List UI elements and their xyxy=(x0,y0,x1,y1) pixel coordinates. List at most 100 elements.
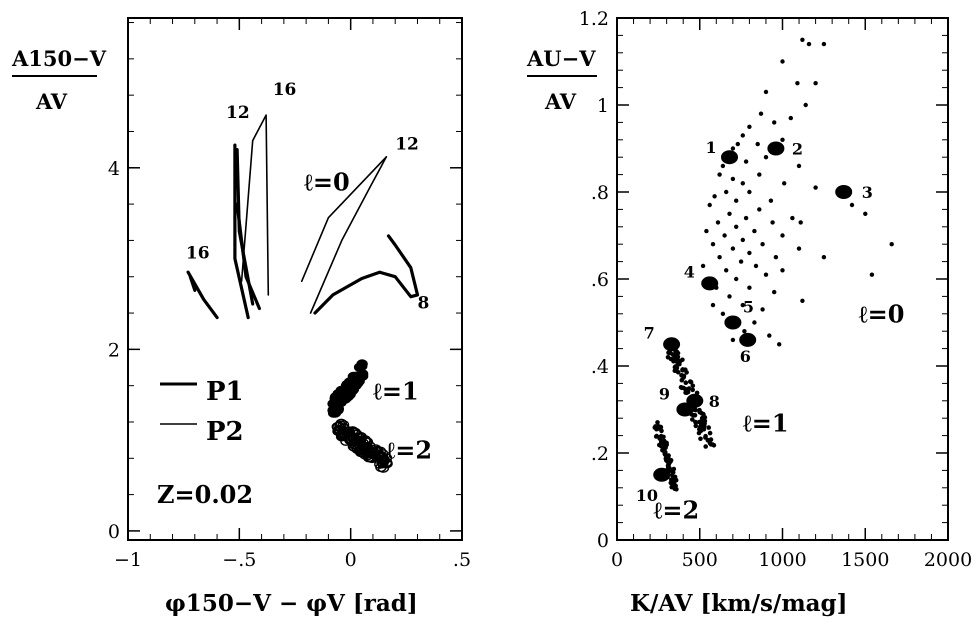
star-id-label: 6 xyxy=(740,347,751,366)
x-tick-label: 1500 xyxy=(841,549,889,571)
right-xlabel: K/AV [km/s/mag] xyxy=(630,590,848,617)
mode-label: ℓ=2 xyxy=(652,495,699,524)
labeled-star-point xyxy=(835,185,853,199)
cluster-mode-2-point xyxy=(360,437,373,447)
legend-p2-label: P2 xyxy=(206,417,244,447)
star-id-label: 1 xyxy=(706,138,717,157)
y-tick-label: 1 xyxy=(597,95,609,117)
small-star-point xyxy=(813,185,818,190)
small-star-point xyxy=(849,202,855,208)
left-text-labels: 16 12 16 12 8 ℓ=0 ℓ=1 ℓ=2 xyxy=(186,80,432,464)
cluster-mode-1-point xyxy=(683,380,689,386)
cluster-mode-2-point xyxy=(366,445,378,455)
mode-label: ℓ=1 xyxy=(742,408,789,437)
cluster-mode-1-point xyxy=(703,444,708,449)
star-id-label: 2 xyxy=(792,140,803,159)
small-star-point xyxy=(790,215,795,221)
cluster-mode-2-point xyxy=(658,434,663,440)
small-star-point xyxy=(763,89,769,95)
left-xlabel: φ150−V − φV [rad] xyxy=(165,590,418,617)
cluster-mode-1-point xyxy=(679,377,685,383)
small-star-point xyxy=(869,272,875,277)
small-star-point xyxy=(710,242,716,247)
x-tick-label: 0 xyxy=(345,549,357,571)
right-small-points xyxy=(700,37,894,347)
series-p1-curve xyxy=(233,143,250,320)
small-star-point xyxy=(821,255,827,260)
small-star-point xyxy=(747,189,752,195)
small-star-point xyxy=(734,276,739,282)
small-star-point xyxy=(752,320,757,325)
x-tick-label: 0 xyxy=(611,549,623,571)
cluster-mode-1-point xyxy=(680,367,686,372)
cluster-mode-1-point xyxy=(339,394,352,404)
small-star-point xyxy=(760,242,765,247)
x-tick-label: −1 xyxy=(114,549,142,571)
period-label: 16 xyxy=(186,244,210,264)
cluster-mode-2-point xyxy=(374,446,387,456)
x-tick-label: 1000 xyxy=(758,549,806,571)
small-star-point xyxy=(798,220,803,225)
left-panel: −1 −.5 0 .5 0 2 4 16 12 16 12 8 ℓ=0 ℓ=1 ℓ=2 P1 P2 Z=0… xyxy=(11,17,471,617)
cluster-mode-2-point xyxy=(380,453,393,463)
star-id-label: 7 xyxy=(644,323,655,342)
small-star-point xyxy=(796,163,802,169)
cluster-mode-2-point xyxy=(353,435,366,446)
small-star-point xyxy=(715,220,721,225)
y-tick-label: .4 xyxy=(591,356,609,378)
small-star-point xyxy=(770,220,775,225)
cluster-mode-1-point xyxy=(688,379,694,385)
small-star-point xyxy=(796,246,802,251)
small-star-point xyxy=(780,59,785,64)
star-id-label: 10 xyxy=(636,486,658,505)
labeled-star-point xyxy=(676,402,694,417)
small-star-point xyxy=(722,233,727,238)
small-star-point xyxy=(720,311,726,316)
star-id-label: 3 xyxy=(862,183,873,202)
star-id-label: 4 xyxy=(684,262,695,281)
small-star-point xyxy=(735,141,740,147)
legend-p1-label: P1 xyxy=(206,377,244,407)
cluster-mode-2-point xyxy=(344,430,356,441)
cluster-mode-1-point xyxy=(671,359,676,364)
cluster-mode-1-point xyxy=(707,430,713,436)
period-label: 12 xyxy=(395,135,419,155)
small-star-point xyxy=(782,181,787,186)
small-star-point xyxy=(743,159,749,164)
y-tick-label: 2 xyxy=(108,339,120,361)
series-p1-curve xyxy=(188,275,197,292)
cluster-mode-1-point xyxy=(684,370,689,375)
small-star-point xyxy=(747,124,752,129)
cluster-mode-1-point xyxy=(665,355,671,360)
left-ylabel-top: A150−V xyxy=(11,46,107,71)
small-star-point xyxy=(740,302,745,308)
small-star-point xyxy=(806,41,812,47)
small-star-point xyxy=(760,307,765,312)
cluster-mode-1-point xyxy=(675,358,681,363)
cluster-mode-1-point xyxy=(690,383,696,389)
small-star-point xyxy=(755,141,760,147)
small-star-point xyxy=(777,342,782,347)
cluster-mode-2-point xyxy=(672,478,677,483)
small-star-point xyxy=(767,333,772,338)
cluster-mode-1-point xyxy=(666,350,671,356)
small-star-point xyxy=(730,146,736,151)
right-labeled-points: 1 2 3 4 5 6 7 8 9 10 xyxy=(636,138,873,505)
left-legend: P1 P2 xyxy=(160,377,244,447)
labeled-star-point xyxy=(701,276,719,291)
cluster-mode-1-point xyxy=(683,390,688,395)
period-label: 8 xyxy=(418,294,430,314)
small-star-point xyxy=(707,202,712,208)
small-star-point xyxy=(743,215,749,221)
cluster-mode-1-point xyxy=(691,412,696,418)
small-star-point xyxy=(727,294,732,299)
small-star-point xyxy=(753,263,759,269)
cluster-mode-1-point xyxy=(342,386,354,396)
metallicity-annotation: Z=0.02 xyxy=(157,480,253,509)
series-p1-curve xyxy=(235,202,261,311)
cluster-mode-2-point xyxy=(664,458,669,463)
cluster-mode-2-point xyxy=(653,434,659,439)
series-p2-curve xyxy=(309,156,388,314)
